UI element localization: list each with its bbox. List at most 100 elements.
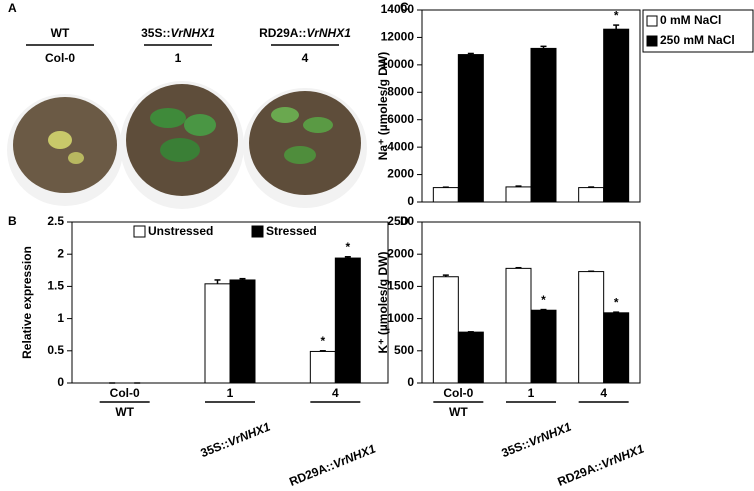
plant (160, 138, 200, 162)
y-tick-label: 2000 (387, 246, 414, 260)
panel-label: C (400, 0, 409, 14)
legend-label: Stressed (266, 224, 317, 238)
bar (457, 54, 484, 203)
significance-marker: * (614, 8, 619, 22)
x-tick-label: Col-0 (110, 386, 140, 400)
legend-swatch (646, 15, 658, 27)
genotype-part: RD29A:: (259, 26, 306, 40)
legend-label: 0 mM NaCl (660, 13, 721, 27)
plant (48, 131, 72, 149)
line-label: Col-0 (45, 51, 75, 65)
significance-marker: * (614, 295, 619, 309)
y-tick-label: 2.5 (47, 214, 64, 228)
significance-marker: * (345, 240, 350, 254)
y-tick-label: 1000 (387, 311, 414, 325)
plant (68, 152, 84, 164)
genotype-part: VrNHX1 (226, 420, 273, 450)
y-axis-label: K⁺ (µmoles/g DW) (376, 252, 390, 354)
bar (530, 309, 557, 384)
panel-label: D (400, 214, 409, 228)
bar (229, 279, 256, 384)
bar (432, 187, 459, 203)
y-tick-label: 500 (394, 343, 414, 357)
bar (603, 28, 630, 203)
genotype-label: 35S::VrNHX1 (199, 420, 273, 461)
y-tick-label: 2500 (387, 214, 414, 228)
y-tick-label: 8000 (387, 84, 414, 98)
plant (184, 114, 216, 136)
y-tick-label: 14000 (381, 2, 415, 16)
y-tick-label: 10000 (381, 57, 415, 71)
y-tick-label: 0 (407, 194, 414, 208)
bar (505, 186, 532, 203)
genotype-label: RD29A::VrNHX1 (556, 442, 647, 489)
bar (432, 276, 459, 384)
photo (2, 66, 370, 212)
legend-label: Unstressed (148, 224, 213, 238)
plant (271, 107, 299, 123)
y-tick-label: 12000 (381, 30, 415, 44)
genotype-label: 35S::VrNHX1 (141, 26, 215, 40)
line-label: 4 (302, 51, 309, 65)
bar (334, 257, 361, 384)
genotype-label: RD29A::VrNHX1 (287, 442, 378, 489)
genotype-part: WT (115, 405, 134, 419)
y-tick-label: 2 (57, 246, 64, 260)
panel-label: A (8, 1, 17, 15)
genotype-part: RD29A:: (556, 458, 605, 489)
genotype-part: VrNHX1 (306, 26, 351, 40)
y-tick-label: 0 (57, 375, 64, 389)
legend-box (642, 9, 754, 53)
significance-marker: * (541, 293, 546, 307)
y-tick-label: 4000 (387, 139, 414, 153)
genotype-part: VrNHX1 (170, 26, 215, 40)
genotype-label: WT (115, 405, 134, 419)
y-axis-label: Na⁺ (µmoles/g DW) (376, 52, 390, 161)
bar (578, 271, 605, 384)
x-tick-label: 4 (332, 386, 339, 400)
y-tick-label: 0.5 (47, 343, 64, 357)
legend-swatch (646, 35, 658, 47)
x-tick-label: 1 (227, 386, 234, 400)
genotype-label: RD29A::VrNHX1 (259, 26, 351, 40)
genotype-part: 35S:: (199, 436, 231, 460)
bar (204, 283, 231, 384)
y-tick-label: 1.5 (47, 279, 64, 293)
y-tick-label: 1 (57, 311, 64, 325)
x-tick-label: 1 (528, 386, 535, 400)
panel-label: B (8, 214, 17, 228)
significance-marker: * (320, 334, 325, 348)
y-tick-label: 6000 (387, 112, 414, 126)
bar (530, 47, 557, 203)
bar (457, 331, 484, 384)
genotype-label: WT (449, 405, 468, 419)
legend-swatch (133, 225, 146, 238)
y-tick-label: 2000 (387, 167, 414, 181)
genotype-part: 35S:: (141, 26, 170, 40)
x-tick-label: 4 (600, 386, 607, 400)
plant (303, 117, 333, 133)
soil (249, 91, 361, 195)
genotype-part: 35S:: (500, 436, 532, 460)
genotype-part: WT (51, 26, 70, 40)
genotype-part: VrNHX1 (527, 420, 574, 450)
legend-swatch (251, 225, 264, 238)
genotype-part: VrNHX1 (331, 442, 378, 472)
bar (309, 350, 336, 384)
bar (578, 187, 605, 203)
y-tick-label: 0 (407, 375, 414, 389)
y-tick-label: 1500 (387, 279, 414, 293)
genotype-part: RD29A:: (287, 458, 336, 489)
line-label: 1 (175, 51, 182, 65)
genotype-label: 35S::VrNHX1 (500, 420, 574, 461)
genotype-part: WT (449, 405, 468, 419)
genotype-label: WT (51, 26, 70, 40)
legend-label: 250 mM NaCl (660, 33, 735, 47)
y-axis-label: Relative expression (20, 246, 34, 359)
bar (505, 267, 532, 384)
x-tick-label: Col-0 (443, 386, 473, 400)
plant (284, 146, 316, 164)
